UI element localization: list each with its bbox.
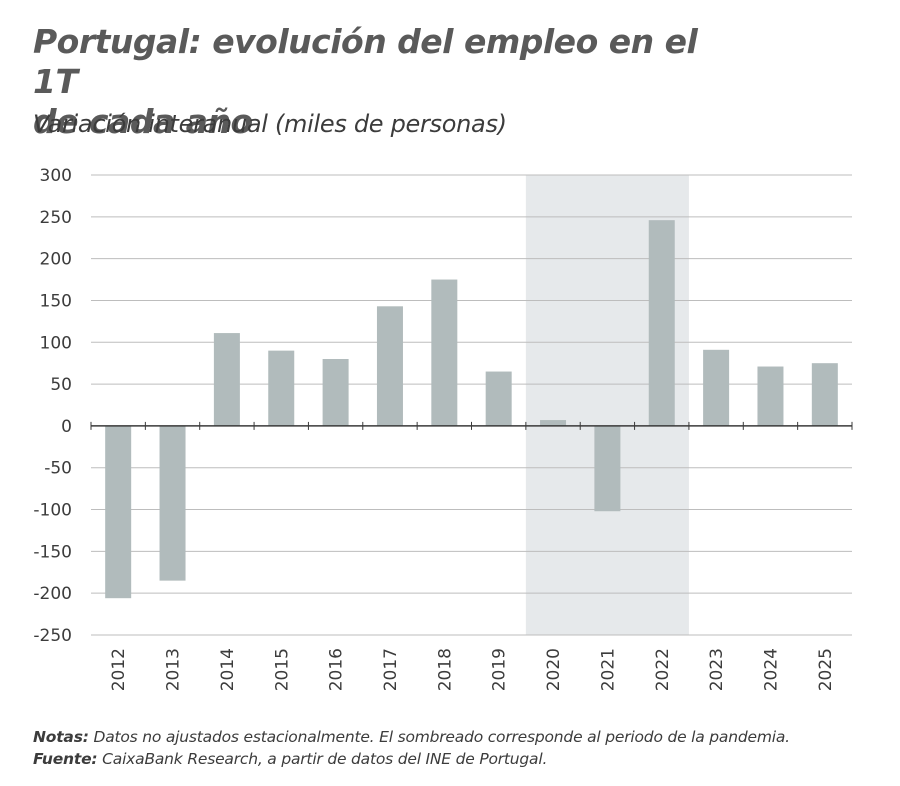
- x-tick-label-2019: 2019: [490, 648, 510, 691]
- notes-text: Datos no ajustados estacionalmente. El s…: [93, 728, 790, 746]
- employment-bar-chart: 300 250 200 150 100 50 0 -50 -100 -150 -200 -250 20…: [33, 166, 853, 691]
- x-tick-labels: 2012 2013 2014 2015 2016 2017 2018 2019 2020 2021…: [109, 648, 836, 691]
- x-tick-label-2013: 2013: [164, 648, 184, 691]
- x-tick-label-2014: 2014: [218, 648, 238, 691]
- source-text: CaixaBank Research, a partir de datos de…: [102, 750, 548, 768]
- x-tick-label-2016: 2016: [327, 648, 347, 691]
- bar-2025: [811, 363, 838, 426]
- y-tick-label: -250: [33, 626, 72, 646]
- y-tick-label: -200: [33, 584, 72, 604]
- source-label: Fuente:: [33, 750, 98, 768]
- x-tick-label-2017: 2017: [381, 648, 401, 691]
- y-tick-label: 300: [40, 166, 72, 186]
- source-line: Fuente: CaixaBank Research, a partir de …: [33, 748, 790, 770]
- bar-2016: [322, 359, 349, 426]
- y-tick-label: 50: [50, 375, 72, 395]
- bar-2020: [540, 420, 567, 426]
- y-tick-label: 0: [61, 417, 72, 437]
- x-tick-label-2015: 2015: [272, 648, 292, 691]
- x-tick-label-2024: 2024: [761, 648, 781, 691]
- bar-2024: [757, 366, 784, 426]
- bar-2014: [213, 333, 240, 426]
- bar-2021: [594, 425, 621, 512]
- x-tick-label-2025: 2025: [816, 648, 836, 691]
- bar-2017: [376, 306, 403, 426]
- y-tick-label: -150: [33, 542, 72, 562]
- bars-layer: [90, 220, 853, 599]
- footnotes: Notas: Datos no ajustados estacionalment…: [33, 726, 790, 770]
- x-tick-label-2012: 2012: [109, 648, 129, 691]
- y-tick-label: -100: [33, 501, 72, 521]
- notes-line: Notas: Datos no ajustados estacionalment…: [33, 726, 790, 748]
- x-tick-label-2023: 2023: [707, 648, 727, 691]
- chart-title: Portugal: evolución del empleo en el 1T …: [33, 22, 733, 142]
- y-tick-label: 100: [40, 333, 72, 353]
- bar-2019: [485, 371, 512, 426]
- y-tick-label: -50: [44, 459, 72, 479]
- gridlines-layer: [91, 174, 852, 636]
- y-tick-label: 150: [40, 291, 72, 311]
- x-tick-label-2022: 2022: [653, 648, 673, 691]
- y-tick-label: 250: [40, 208, 72, 228]
- bar-2013: [159, 425, 186, 581]
- bar-2018: [431, 279, 458, 426]
- chart-title-line-1: Portugal: evolución del empleo en el 1T: [33, 22, 698, 101]
- bar-2022: [648, 220, 675, 426]
- bar-2012: [105, 425, 132, 599]
- chart-subtitle: Variación interanual (miles de personas): [33, 110, 507, 138]
- y-tick-labels: 300 250 200 150 100 50 0 -50 -100 -150 -200 -250: [33, 166, 72, 646]
- x-tick-label-2021: 2021: [598, 648, 618, 691]
- notes-label: Notas:: [33, 728, 89, 746]
- y-tick-label: 200: [40, 250, 72, 270]
- bar-2015: [268, 350, 295, 426]
- x-tick-label-2018: 2018: [435, 648, 455, 691]
- x-tick-label-2020: 2020: [544, 648, 564, 691]
- chart-title-line-2: de cada año: [33, 102, 253, 141]
- bar-2023: [703, 349, 730, 426]
